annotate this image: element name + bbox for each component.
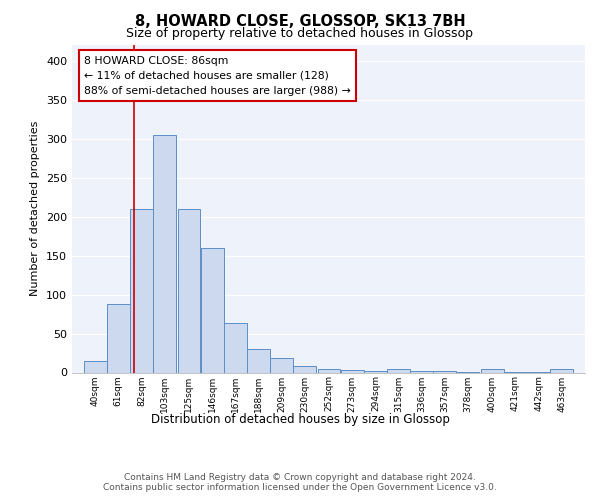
Bar	[84, 361, 107, 372]
Bar	[200, 248, 224, 372]
Bar	[410, 371, 433, 372]
Bar	[130, 209, 153, 372]
Bar	[293, 366, 316, 372]
Bar	[550, 370, 573, 372]
Bar	[270, 358, 293, 372]
Bar	[247, 349, 270, 372]
Text: Distribution of detached houses by size in Glossop: Distribution of detached houses by size …	[151, 412, 449, 426]
Bar	[433, 371, 457, 372]
Text: Size of property relative to detached houses in Glossop: Size of property relative to detached ho…	[127, 28, 473, 40]
Bar	[153, 134, 176, 372]
Bar	[178, 209, 200, 372]
Bar	[341, 370, 364, 372]
Bar	[481, 370, 504, 372]
Y-axis label: Number of detached properties: Number of detached properties	[31, 121, 40, 296]
Text: 8, HOWARD CLOSE, GLOSSOP, SK13 7BH: 8, HOWARD CLOSE, GLOSSOP, SK13 7BH	[134, 14, 466, 29]
Text: Contains HM Land Registry data © Crown copyright and database right 2024.
Contai: Contains HM Land Registry data © Crown c…	[103, 472, 497, 492]
Bar	[224, 324, 247, 372]
Bar	[317, 368, 340, 372]
Text: 8 HOWARD CLOSE: 86sqm
← 11% of detached houses are smaller (128)
88% of semi-det: 8 HOWARD CLOSE: 86sqm ← 11% of detached …	[84, 56, 351, 96]
Bar	[387, 370, 410, 372]
Bar	[107, 304, 130, 372]
Bar	[364, 371, 387, 372]
